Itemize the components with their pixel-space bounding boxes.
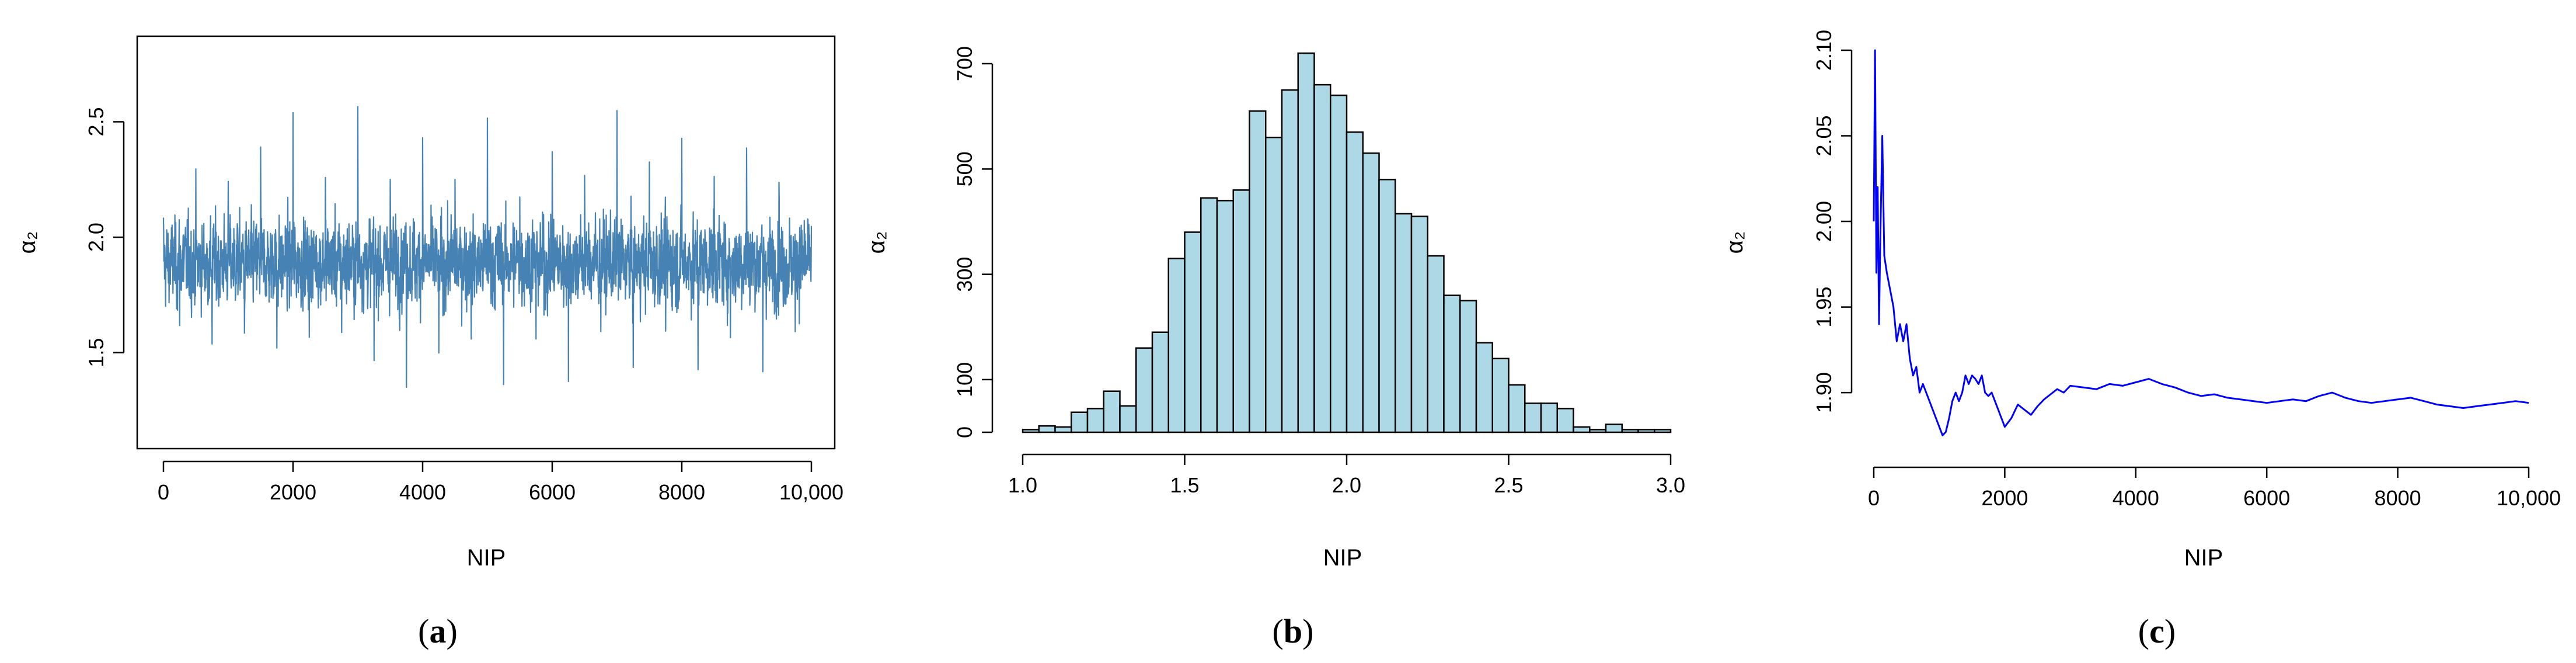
panel-b-histogram-bar bbox=[1216, 200, 1234, 433]
panel-b-histogram-bar bbox=[1119, 405, 1137, 433]
panel-a-y-axis: 1.5 2.0 2.5 bbox=[84, 107, 125, 367]
panel-b-histogram-bar bbox=[1556, 408, 1574, 433]
panel-a-x-tick-label: 2000 bbox=[270, 480, 316, 504]
panel-a-x-axis: 0 2000 4000 6000 8000 10,000 bbox=[158, 460, 843, 504]
panel-a-x-tick-label: 10,000 bbox=[779, 480, 843, 504]
panel-a-trace-line bbox=[162, 106, 813, 388]
panel-a-x-tick-label: 4000 bbox=[399, 480, 446, 504]
panel-b-histogram-bar bbox=[1103, 390, 1121, 433]
panel-b-x-tick-label: 1.5 bbox=[1170, 473, 1199, 497]
panel-c-x-tick-label: 8000 bbox=[2375, 486, 2421, 510]
panel-b-histogram-bar bbox=[1265, 136, 1283, 433]
panel-b-histogram-bar bbox=[1508, 384, 1526, 433]
panel-c-y-axis-title: α₂ bbox=[1722, 231, 1748, 254]
panel-c-label: c bbox=[2149, 612, 2164, 650]
panel-b-x-axis-title: NIP bbox=[1323, 545, 1362, 571]
panel-b-histogram-bar bbox=[1621, 429, 1639, 433]
panel-b-histogram-bar bbox=[1573, 426, 1591, 433]
panel-c-y-tick-label: 2.00 bbox=[1812, 201, 1836, 242]
panel-b-y-axis-title: α₂ bbox=[864, 231, 890, 254]
panel-b-histogram-bar bbox=[1654, 429, 1672, 433]
panel-a-x-tick-label: 6000 bbox=[529, 480, 576, 504]
panel-b-histogram-bar bbox=[1071, 411, 1089, 433]
panel-a-plot-box bbox=[136, 35, 836, 450]
panel-a-trace-group bbox=[162, 106, 813, 388]
panel-b-histogram-bar bbox=[1605, 424, 1623, 433]
panel-b-histogram-bar bbox=[1427, 255, 1445, 433]
panel-b-histogram-bar bbox=[1443, 294, 1461, 433]
panel-b-histogram-bar bbox=[1167, 258, 1186, 433]
panel-b-y-axis: 0 100 300 500 700 bbox=[953, 46, 994, 438]
panel-b-histogram-bar bbox=[1410, 216, 1428, 433]
panel-b-histogram-bar bbox=[1135, 347, 1153, 433]
panel-b-histogram-bar bbox=[1313, 84, 1331, 433]
panel-b-y-tick-label: 500 bbox=[953, 151, 977, 186]
panel-a-y-axis-title: α₂ bbox=[15, 231, 40, 254]
panel-c-x-tick-label: 6000 bbox=[2243, 486, 2290, 510]
panel-a-x-tick-label: 8000 bbox=[658, 480, 705, 504]
panel-b-histogram-bar bbox=[1297, 52, 1315, 433]
panel-b-histogram-bar bbox=[1151, 331, 1169, 433]
panel-c-y-tick-label: 2.05 bbox=[1812, 115, 1836, 156]
panel-c-x-tick-label: 0 bbox=[1868, 486, 1880, 510]
panel-b-histogram-bar bbox=[1330, 94, 1348, 433]
panel-b-label: b bbox=[1284, 612, 1302, 650]
panel-c-y-tick-label: 2.10 bbox=[1812, 30, 1836, 71]
panel-b-histogram-bar bbox=[1038, 425, 1056, 433]
panel-b-y-tick-label: 700 bbox=[953, 46, 977, 81]
panel-b-histogram-bar bbox=[1491, 357, 1510, 433]
panel-c-y-axis: 1.90 1.95 2.00 2.05 2.10 bbox=[1812, 30, 1853, 413]
panel-c-running-mean-line bbox=[1873, 49, 2529, 436]
panel-b-y-tick-label: 100 bbox=[953, 362, 977, 397]
panel-b-x-tick-label: 1.0 bbox=[1008, 473, 1037, 497]
panel-b-x-tick-label: 2.5 bbox=[1494, 473, 1523, 497]
panel-b: 1.0 1.5 2.0 2.5 3.0 0 100 300 500 700 NIP α₂ (b) bbox=[864, 46, 1685, 650]
panel-b-histogram-bar bbox=[1281, 89, 1299, 433]
panel-c: 0 2000 4000 6000 8000 10,000 1.90 1.95 2.00 2.05… bbox=[1722, 30, 2561, 650]
panel-b-histogram-bar bbox=[1524, 402, 1542, 433]
panel-b-x-tick-label: 3.0 bbox=[1656, 473, 1685, 497]
panel-a-x-tick-label: 0 bbox=[158, 480, 169, 504]
panel-b-histogram-bar bbox=[1086, 408, 1104, 433]
panel-c-x-tick-label: 4000 bbox=[2113, 486, 2159, 510]
panel-c-y-tick-label: 1.90 bbox=[1812, 372, 1836, 413]
panel-a-y-tick-label: 2.5 bbox=[84, 107, 108, 136]
panel-a-y-tick-label: 2.0 bbox=[84, 223, 108, 252]
panel-b-histogram-bar bbox=[1345, 131, 1364, 433]
panel-b-histogram-bar bbox=[1200, 197, 1218, 433]
panel-b-bars bbox=[1022, 52, 1672, 433]
panel-b-histogram-bar bbox=[1232, 189, 1250, 433]
panel-c-x-tick-label: 2000 bbox=[1981, 486, 2028, 510]
panel-b-histogram-bar bbox=[1362, 152, 1380, 433]
panel-b-label-group: (b) bbox=[1273, 612, 1314, 650]
panel-b-histogram-bar bbox=[1540, 402, 1558, 433]
panel-c-x-tick-label: 10,000 bbox=[2497, 486, 2561, 510]
panel-a-x-axis-title: NIP bbox=[467, 545, 506, 571]
panel-b-y-tick-label: 300 bbox=[953, 257, 977, 292]
panel-c-y-tick-label: 1.95 bbox=[1812, 287, 1836, 328]
panel-b-histogram-bar bbox=[1589, 429, 1607, 433]
panel-b-histogram-bar bbox=[1475, 342, 1493, 433]
panel-b-histogram-bar bbox=[1184, 231, 1202, 433]
panel-c-x-axis-title: NIP bbox=[2184, 545, 2223, 571]
panel-b-x-axis: 1.0 1.5 2.0 2.5 3.0 bbox=[1008, 453, 1685, 497]
panel-b-histogram-bar bbox=[1249, 110, 1267, 433]
panel-b-histogram-bar bbox=[1022, 429, 1040, 433]
panel-b-histogram-bar bbox=[1054, 426, 1072, 433]
panel-a-y-tick-label: 1.5 bbox=[84, 338, 108, 367]
panel-b-histogram-bar bbox=[1395, 213, 1413, 433]
panel-b-histogram-bar bbox=[1459, 300, 1477, 433]
panel-b-histogram-bar bbox=[1378, 179, 1396, 433]
panel-a: 0 2000 4000 6000 8000 10,000 1.5 2.0 2.5 NIP α₂… bbox=[15, 35, 843, 650]
panel-c-label-group: (c) bbox=[2138, 612, 2176, 650]
panel-b-x-tick-label: 2.0 bbox=[1332, 473, 1361, 497]
panel-a-label-group: (a) bbox=[418, 612, 458, 650]
panel-b-y-tick-label: 0 bbox=[953, 426, 977, 438]
panel-a-label: a bbox=[430, 612, 447, 650]
panel-b-histogram-bar bbox=[1637, 429, 1655, 433]
panel-c-x-axis: 0 2000 4000 6000 8000 10,000 bbox=[1868, 466, 2561, 510]
